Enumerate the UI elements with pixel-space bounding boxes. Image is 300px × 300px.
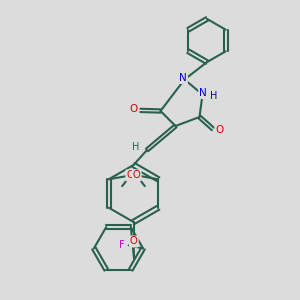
Text: H: H <box>210 91 218 101</box>
Text: N: N <box>179 73 187 83</box>
Text: H: H <box>132 142 139 152</box>
Text: O: O <box>130 104 138 114</box>
Text: O: O <box>130 236 138 247</box>
Text: O: O <box>215 124 224 135</box>
Text: O: O <box>133 170 141 180</box>
Text: N: N <box>199 88 207 98</box>
Text: O: O <box>126 170 134 180</box>
Text: F: F <box>119 240 125 250</box>
